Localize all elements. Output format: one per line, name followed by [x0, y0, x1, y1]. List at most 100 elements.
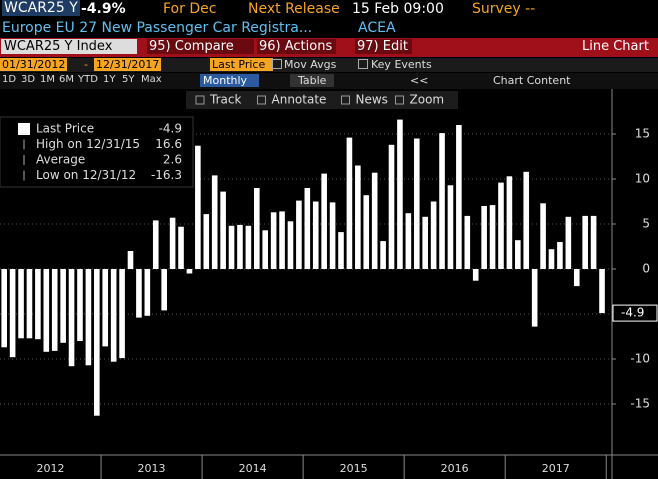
bar [60, 269, 66, 343]
y-tick-label: 5 [642, 217, 650, 231]
edit-button[interactable]: 97) Edit [355, 39, 412, 54]
range-button[interactable]: 6M [59, 74, 74, 85]
bar [68, 269, 75, 367]
change: -4.9% [81, 1, 126, 17]
bar [464, 215, 471, 269]
frequency[interactable]: Monthly [200, 74, 260, 87]
range-button[interactable]: 1D [2, 74, 17, 85]
bar [590, 215, 597, 269]
range-button[interactable]: 1M [40, 74, 55, 85]
chart-content[interactable]: Chart Content [493, 74, 571, 87]
bar [26, 269, 33, 339]
range-button[interactable]: 3D [21, 74, 36, 85]
start-date[interactable]: 01/31/2012 [0, 58, 68, 71]
end-date[interactable]: 12/31/2017 [94, 58, 162, 71]
bar [211, 175, 218, 269]
bar [270, 212, 277, 269]
bar [472, 269, 479, 281]
period: For Dec [163, 1, 217, 17]
bar [557, 242, 563, 269]
legend-label: Low on 12/31/12 [36, 168, 136, 182]
bar [321, 173, 327, 269]
ticker[interactable]: WCAR25 Y [2, 0, 80, 16]
bar [152, 220, 159, 269]
bar [447, 185, 454, 269]
chart-tool[interactable]: Annotate [272, 93, 327, 107]
bar [186, 269, 193, 274]
range-row: 1D 3D 1M 6M YTD 1Y 5Y Max Monthly Table << Char… [0, 73, 658, 89]
y-tick-label: -10 [630, 352, 650, 366]
bar [144, 269, 151, 316]
x-tick-label: 2014 [239, 462, 267, 475]
bar [413, 138, 420, 269]
tool-icon [395, 95, 404, 105]
compare-button[interactable]: 95) Compare [147, 39, 254, 54]
bar [304, 188, 311, 269]
bar [405, 213, 412, 269]
toolbar: WCAR25 Y Index 95) Compare 96) Actions 9… [0, 38, 658, 57]
range-button[interactable]: YTD [78, 74, 98, 85]
x-tick-label: 2013 [138, 462, 166, 475]
bar [119, 269, 125, 359]
bar [110, 269, 117, 362]
security-box[interactable]: WCAR25 Y Index [1, 39, 137, 54]
bar [506, 176, 513, 269]
bar [430, 201, 437, 269]
bar [489, 205, 496, 269]
bar [43, 269, 50, 352]
bar [371, 172, 378, 269]
mov-avgs[interactable]: Mov Avgs [284, 58, 337, 71]
bar [346, 137, 353, 269]
y-tick-label: 10 [635, 172, 650, 186]
tool-icon [341, 95, 350, 105]
bar [599, 269, 605, 314]
bar [161, 269, 167, 311]
next-release: 15 Feb 09:00 [352, 1, 444, 17]
back-button[interactable]: << [410, 74, 429, 87]
source: ACEA [358, 20, 396, 36]
bar [195, 145, 201, 269]
bar [102, 269, 109, 347]
survey: Survey -- [472, 1, 536, 17]
dropdown-icon [340, 38, 344, 53]
chart-tool[interactable]: Zoom [410, 93, 445, 107]
range-button[interactable]: Max [141, 74, 162, 85]
range-button[interactable]: 5Y [122, 74, 135, 85]
bar [18, 269, 24, 339]
bar [136, 269, 142, 318]
legend-value: -16.3 [151, 168, 182, 182]
range-button[interactable]: 1Y [103, 74, 116, 85]
bar [254, 188, 260, 269]
bar [85, 269, 92, 366]
bar [397, 119, 403, 269]
legend-value: 16.6 [155, 137, 182, 151]
field-select[interactable]: Last Price [210, 58, 274, 71]
bar [203, 214, 210, 269]
checkbox[interactable] [358, 59, 368, 69]
bar [565, 216, 572, 269]
bar [35, 269, 41, 340]
checkbox[interactable] [272, 59, 282, 69]
legend-label: Last Price [36, 122, 94, 136]
chart-tool[interactable]: Track [209, 93, 241, 107]
chart-type: Line Chart [582, 39, 649, 54]
last-value-tag [612, 304, 658, 322]
bar [329, 202, 336, 269]
bar [220, 191, 226, 269]
bar [228, 225, 235, 269]
bar [178, 226, 184, 269]
bar [279, 211, 285, 269]
bar [548, 249, 555, 269]
header-row: WCAR25 Y -4.9% For Dec Next Release 15 F… [0, 0, 658, 19]
y-tick-label: -15 [630, 397, 650, 411]
actions-button[interactable]: 96) Actions [257, 39, 337, 54]
table-button[interactable]: Table [290, 74, 335, 87]
bar [9, 269, 16, 358]
bar [312, 201, 319, 269]
chart-tool[interactable]: News [356, 93, 388, 107]
y-tick-label: 0 [642, 262, 650, 276]
bar [422, 216, 428, 269]
legend-swatch [18, 123, 30, 135]
key-events[interactable]: Key Events [371, 58, 432, 71]
legend-value: 2.6 [163, 153, 182, 167]
